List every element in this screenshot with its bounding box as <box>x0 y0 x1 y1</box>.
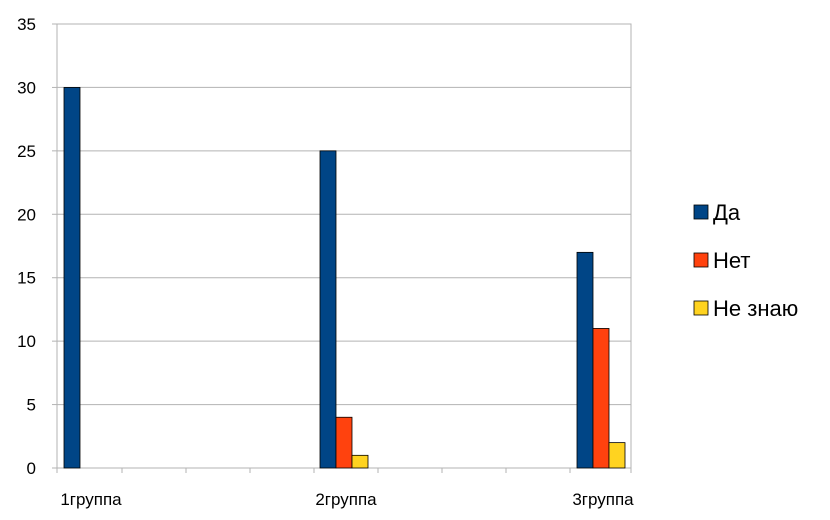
tick-labels: 0 5 10 15 20 25 30 35 1группа 2группа 3группа <box>17 15 634 509</box>
plot-frame <box>56 23 632 469</box>
y-tick-label: 20 <box>17 205 36 224</box>
bar-3-3 <box>608 442 626 469</box>
bar-2-2 <box>335 416 353 469</box>
legend-label: Не знаю <box>713 296 798 321</box>
bar-1-2 <box>319 150 337 469</box>
x-category-label: 2группа <box>315 490 377 509</box>
y-tick-label: 15 <box>17 269 36 288</box>
legend: Да Нет Не знаю <box>693 200 798 321</box>
legend-swatch <box>693 252 709 268</box>
x-category-label: 3группа <box>572 490 634 509</box>
y-tick-label: 25 <box>17 142 36 161</box>
y-tick-label: 5 <box>27 396 36 415</box>
legend-label: Да <box>713 200 741 225</box>
bars <box>63 87 626 469</box>
legend-swatch <box>693 300 709 316</box>
y-tick-label: 0 <box>27 459 36 478</box>
bar-2-3 <box>592 328 610 469</box>
legend-label: Нет <box>713 248 750 273</box>
grid-lines <box>57 23 631 469</box>
legend-swatch <box>693 204 709 220</box>
y-tick-label: 10 <box>17 332 36 351</box>
x-category-label: 1группа <box>60 490 122 509</box>
bar-1-3 <box>576 251 594 469</box>
y-tick-label: 35 <box>17 15 36 34</box>
axes <box>52 23 632 473</box>
bar-3-2 <box>351 454 369 469</box>
bar-1-1 <box>63 87 81 469</box>
y-tick-label: 30 <box>17 78 36 97</box>
